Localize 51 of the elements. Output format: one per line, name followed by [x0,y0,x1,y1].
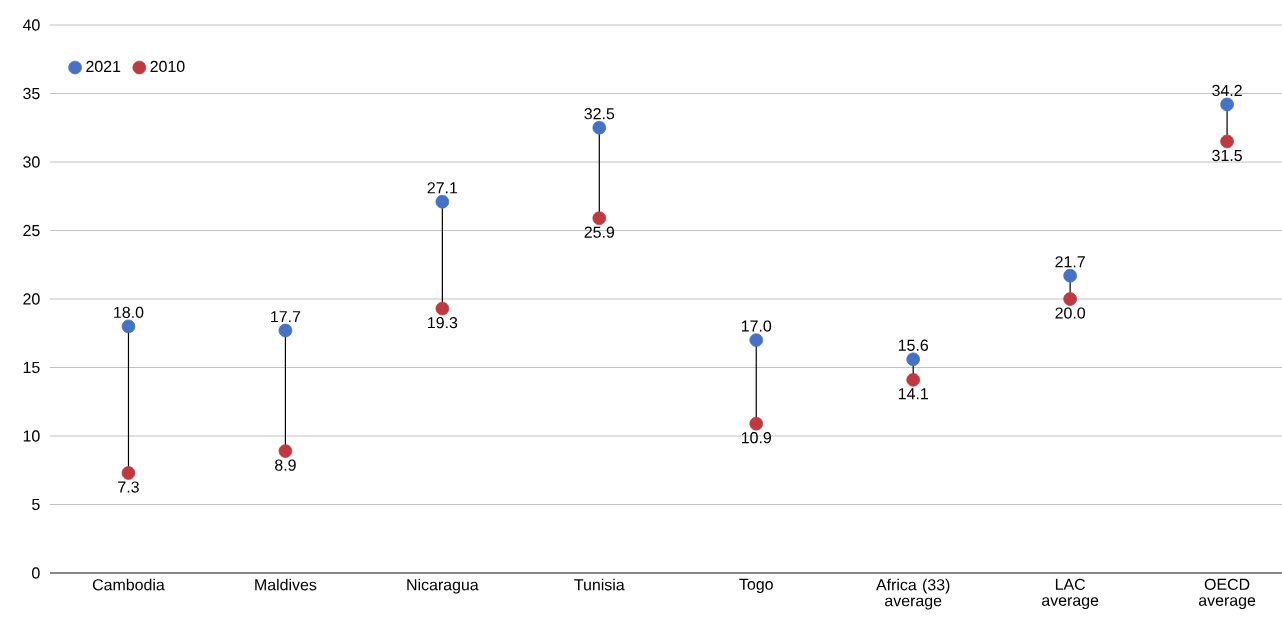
legend-label: 2021 [86,60,121,73]
point [278,323,293,338]
data-label: 34.2 [1212,84,1242,97]
data-label: 17.0 [741,320,772,332]
data-label: 17.7 [271,311,301,323]
data-label: 21.7 [1055,256,1085,268]
y-tick-label: 40 [22,19,40,31]
data-label: 31.5 [1212,149,1242,162]
point [1220,97,1234,112]
y-tick-label: 10 [23,430,40,442]
data-label: 27.1 [427,182,458,194]
y-tick-label: 35 [23,87,40,100]
y-tick-label: 20 [23,293,40,305]
y-tick-label: 30 [23,156,40,168]
y-tick-label: 15 [23,361,40,374]
point [1063,292,1077,306]
y-tick-label: 25 [23,224,40,237]
data-label: 14.1 [898,388,928,400]
data-label: 18.0 [114,306,144,318]
x-tick-label: Maldives [255,578,317,591]
x-tick-label: Cambodia [92,578,165,591]
point [1063,268,1077,283]
x-tick-label: Togo [739,578,773,593]
point [749,333,764,347]
x-tick-label: OECD average [1198,578,1256,610]
point [1220,134,1234,149]
point [278,444,293,458]
data-label: 19.3 [428,316,458,329]
point [121,466,136,480]
x-tick-label: Tunisia [574,578,625,591]
data-label: 7.3 [118,481,139,493]
data-label: 15.6 [898,339,928,351]
point [435,194,450,209]
x-tick-label: Nicaragua [407,578,479,594]
data-label: 32.5 [584,108,615,120]
data-label: 20.0 [1055,307,1086,319]
data-label: 25.9 [584,226,615,238]
point [906,352,920,367]
point [592,120,607,135]
y-tick-label: 5 [32,498,40,511]
point [749,416,764,431]
data-label: 8.9 [275,459,296,471]
point [592,211,607,225]
y-tick-label: 0 [32,567,40,579]
point [906,373,920,387]
x-tick-label: LAC average [1042,578,1099,610]
legend-label: 2010 [150,60,185,73]
data-label: 10.9 [741,432,771,444]
point [435,301,450,316]
x-tick-label: Africa (33) average [876,578,950,610]
point [121,319,136,334]
